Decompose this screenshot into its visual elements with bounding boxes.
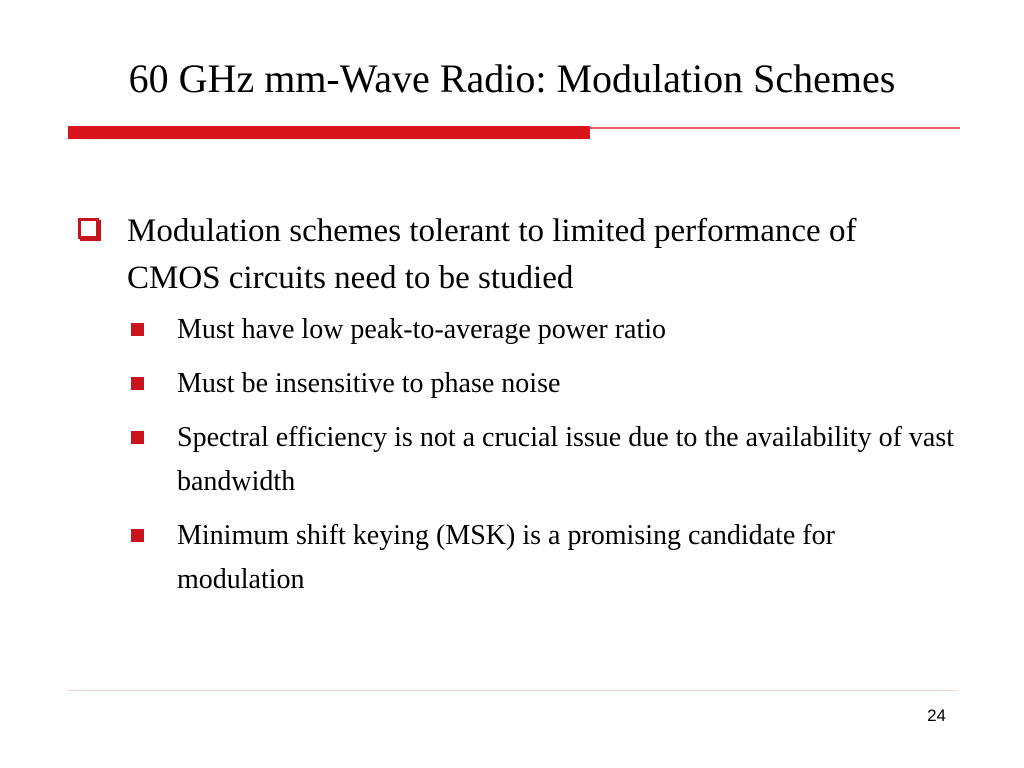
bullet-text: Modulation schemes tolerant to limited p… [127, 213, 857, 296]
sub-bullet-item: Must be insensitive to phase noise [127, 362, 958, 406]
footer-divider [68, 690, 958, 691]
sub-bullet-text: Minimum shift keying (MSK) is a promisin… [177, 520, 835, 595]
filled-square-icon [131, 431, 144, 444]
filled-square-icon [131, 377, 144, 390]
filled-square-icon [131, 529, 144, 542]
sub-bullet-text: Must have low peak-to-average power rati… [177, 314, 667, 345]
hollow-square-icon [78, 218, 99, 239]
sub-bullet-item: Spectral efficiency is not a crucial iss… [127, 416, 958, 504]
page-number: 24 [927, 706, 946, 725]
sub-bullet-item: Minimum shift keying (MSK) is a promisin… [127, 514, 958, 602]
bullet-item: Modulation schemes tolerant to limited p… [78, 208, 958, 302]
sub-bullet-list: Must have low peak-to-average power rati… [78, 308, 958, 602]
sub-bullet-text: Spectral efficiency is not a crucial iss… [177, 422, 954, 497]
slide-title: 60 GHz mm-Wave Radio: Modulation Schemes [128, 56, 896, 101]
filled-square-icon [131, 323, 144, 336]
title-underline-thick [68, 126, 590, 139]
sub-bullet-item: Must have low peak-to-average power rati… [127, 308, 958, 352]
slide-content: Modulation schemes tolerant to limited p… [78, 208, 958, 612]
sub-bullet-text: Must be insensitive to phase noise [177, 368, 561, 399]
title-underline-thin [590, 127, 960, 129]
